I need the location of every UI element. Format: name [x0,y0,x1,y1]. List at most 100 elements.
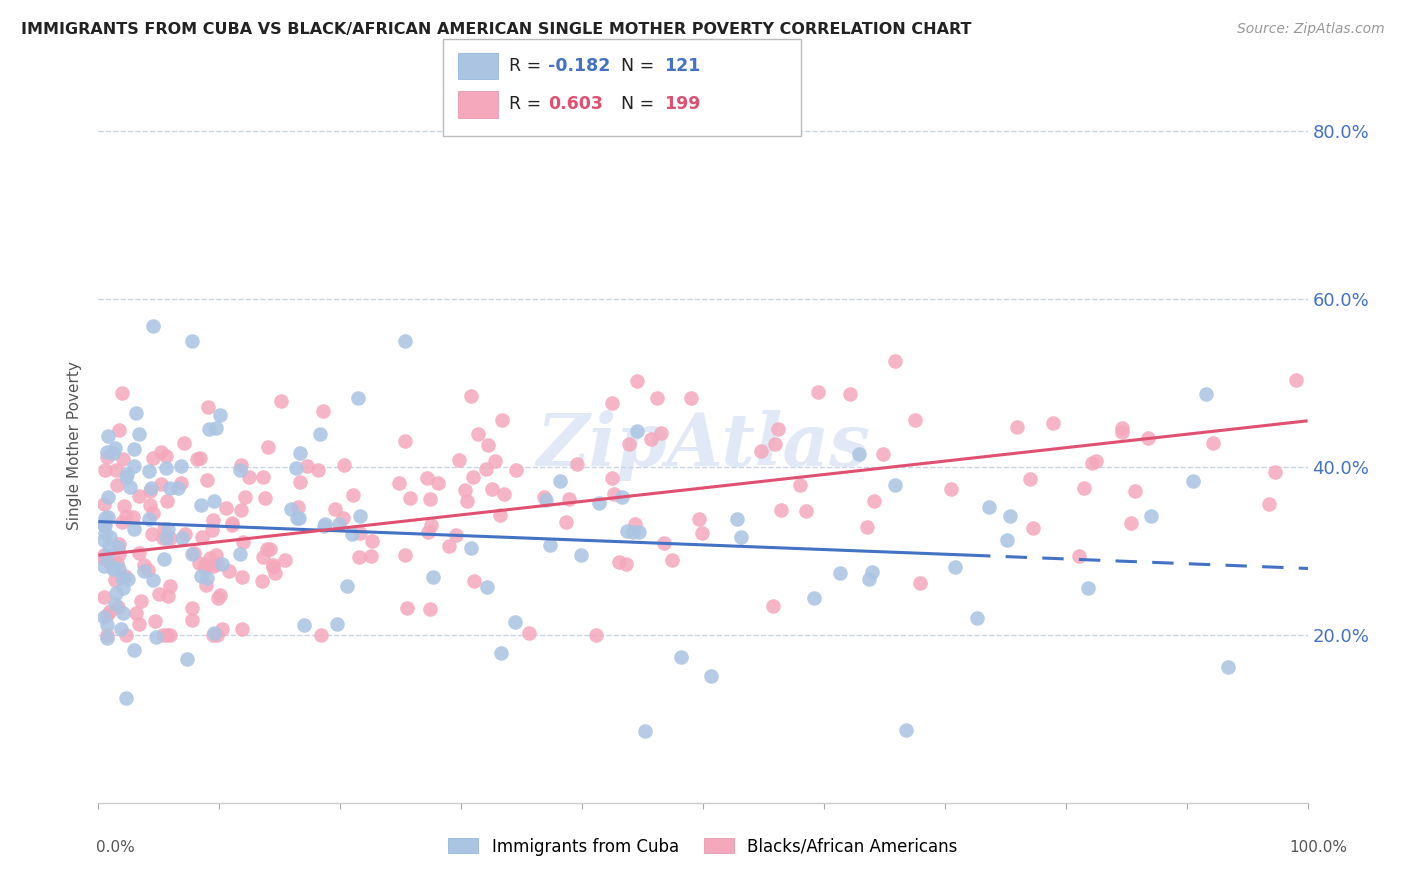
Point [295,458,318,473]
Point [418,601,440,615]
Point [195,578,218,592]
Point [427,476,450,491]
Point [803,591,825,605]
Point [600,395,623,409]
Text: Source: ZipAtlas.com: Source: ZipAtlas.com [1237,22,1385,37]
Point [856,520,879,534]
Point [288,475,311,490]
Point [588,496,610,510]
Point [231,570,253,584]
Point [349,508,371,523]
Point [218,564,240,578]
Text: 121: 121 [664,57,700,75]
Point [195,571,218,585]
Point [148,587,170,601]
Point [125,406,148,420]
Point [96,608,118,623]
Point [231,622,253,636]
Point [399,491,422,505]
Point [273,553,295,567]
Point [1022,521,1045,535]
Y-axis label: Single Mother Poverty: Single Mother Poverty [67,361,83,531]
Point [491,413,513,427]
Point [134,558,156,572]
Point [725,511,748,525]
Point [623,516,645,531]
Point [460,541,482,556]
Point [349,525,371,540]
Point [396,601,419,615]
Point [105,557,128,571]
Point [231,502,253,516]
Point [155,449,177,463]
Point [195,473,218,487]
Point [96,445,118,459]
Point [626,374,648,388]
Point [170,458,193,473]
Point [839,386,862,401]
Point [93,533,115,547]
Point [115,508,138,523]
Point [114,470,136,484]
Point [312,518,335,533]
Point [174,527,197,541]
Point [114,691,136,706]
Point [558,491,581,506]
Point [181,613,204,627]
Point [197,422,219,436]
Point [336,579,359,593]
Point [314,516,336,531]
Point [167,481,190,495]
Point [1182,474,1205,488]
Point [132,564,155,578]
Point [202,512,225,526]
Point [159,532,181,546]
Point [204,421,226,435]
Point [883,478,905,492]
Point [460,389,482,403]
Point [153,522,176,536]
Point [156,628,179,642]
Point [1137,431,1160,445]
Point [612,491,634,505]
Point [209,588,232,602]
Point [270,394,292,409]
Point [122,509,145,524]
Point [186,452,208,467]
Point [477,438,499,452]
Point [252,470,274,484]
Point [205,548,228,562]
Point [142,319,165,334]
Point [998,509,1021,524]
Point [103,560,125,574]
Point [420,518,443,533]
Point [360,549,382,563]
Text: R =: R = [509,57,547,75]
Point [152,531,174,545]
Point [97,539,120,553]
Point [252,549,274,564]
Point [749,443,772,458]
Point [862,494,884,508]
Point [671,650,693,665]
Point [263,566,285,580]
Point [475,461,498,475]
Point [1284,373,1306,387]
Point [194,558,217,572]
Point [94,518,117,533]
Point [128,546,150,560]
Point [640,432,662,446]
Point [232,535,254,549]
Point [96,549,118,563]
Point [191,530,214,544]
Point [492,486,515,500]
Point [979,500,1001,515]
Point [288,510,311,524]
Legend: Immigrants from Cuba, Blacks/African Americans: Immigrants from Cuba, Blacks/African Ame… [441,831,965,863]
Point [770,503,793,517]
Point [287,500,309,514]
Point [111,606,134,620]
Point [1018,472,1040,486]
Point [176,652,198,666]
Point [858,572,880,586]
